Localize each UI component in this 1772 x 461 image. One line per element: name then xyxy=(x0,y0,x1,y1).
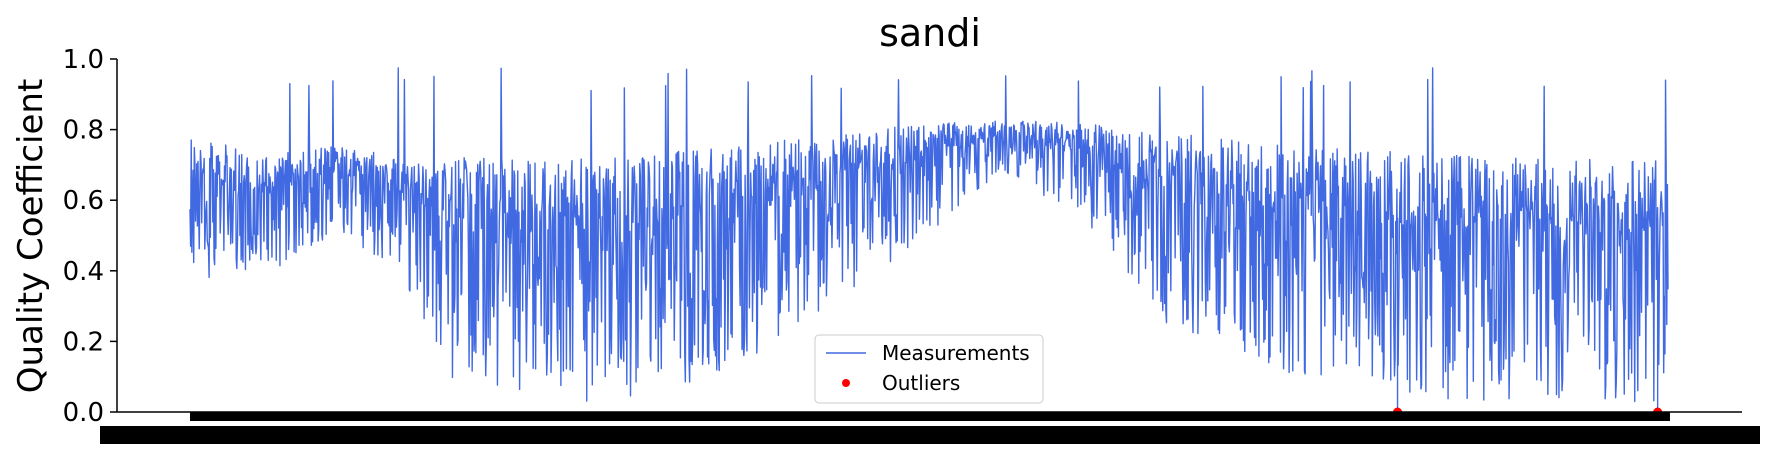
legend-outliers-label: Outliers xyxy=(882,371,960,395)
y-tick-label: 0.6 xyxy=(63,186,104,216)
y-tick-label: 0.8 xyxy=(63,116,104,146)
y-ticks: 0.0 0.2 0.4 0.6 0.8 1.0 xyxy=(63,45,117,428)
y-tick-label: 0.4 xyxy=(63,257,104,287)
x-tick-labels-band xyxy=(100,426,1760,444)
chart-title: sandi xyxy=(879,11,981,55)
y-tick-label: 0.0 xyxy=(63,398,104,428)
y-tick-label: 0.2 xyxy=(63,327,104,357)
legend-outliers-swatch xyxy=(842,379,850,387)
legend-measurements-label: Measurements xyxy=(882,341,1030,365)
x-tick-marks-band xyxy=(190,412,1670,421)
y-tick-label: 1.0 xyxy=(63,45,104,75)
measurements-series-line xyxy=(189,67,1669,403)
legend-box xyxy=(814,334,1044,404)
legend: Measurements Outliers xyxy=(814,334,1044,404)
y-axis-label: Quality Coefficient xyxy=(11,79,51,394)
